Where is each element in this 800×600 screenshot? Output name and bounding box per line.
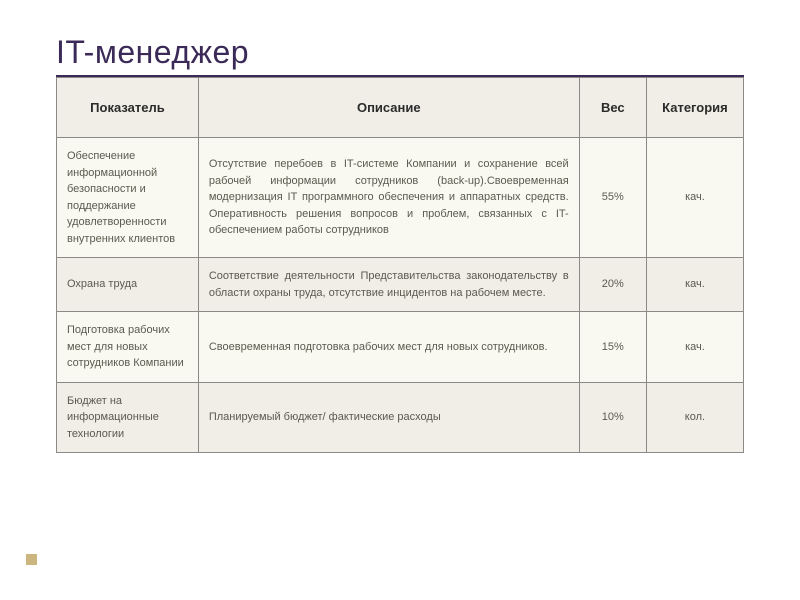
- page-title: IT-менеджер: [56, 34, 744, 71]
- cell-indicator: Подготовка рабочих мест для новых сотруд…: [57, 312, 199, 383]
- cell-category: кол.: [646, 382, 743, 453]
- cell-indicator: Бюджет на информационные технологии: [57, 382, 199, 453]
- col-header-weight: Вес: [579, 78, 646, 138]
- cell-description: Своевременная подготовка рабочих мест дл…: [198, 312, 579, 383]
- kpi-table: Показатель Описание Вес Категория Обеспе…: [56, 77, 744, 453]
- cell-weight: 20%: [579, 258, 646, 312]
- cell-indicator: Обеспечение информационной безопасности …: [57, 138, 199, 258]
- cell-category: кач.: [646, 258, 743, 312]
- cell-description: Отсутствие перебоев в IT-системе Компани…: [198, 138, 579, 258]
- table-row: Подготовка рабочих мест для новых сотруд…: [57, 312, 744, 383]
- col-header-category: Категория: [646, 78, 743, 138]
- cell-weight: 15%: [579, 312, 646, 383]
- cell-category: кач.: [646, 138, 743, 258]
- cell-description: Соответствие деятельности Представительс…: [198, 258, 579, 312]
- slide-bullet-icon: [26, 554, 37, 565]
- table-header-row: Показатель Описание Вес Категория: [57, 78, 744, 138]
- cell-weight: 55%: [579, 138, 646, 258]
- table-row: Охрана труда Соответствие деятельности П…: [57, 258, 744, 312]
- col-header-description: Описание: [198, 78, 579, 138]
- table-row: Бюджет на информационные технологии План…: [57, 382, 744, 453]
- table-row: Обеспечение информационной безопасности …: [57, 138, 744, 258]
- cell-category: кач.: [646, 312, 743, 383]
- cell-weight: 10%: [579, 382, 646, 453]
- cell-description: Планируемый бюджет/ фактические расходы: [198, 382, 579, 453]
- cell-indicator: Охрана труда: [57, 258, 199, 312]
- col-header-indicator: Показатель: [57, 78, 199, 138]
